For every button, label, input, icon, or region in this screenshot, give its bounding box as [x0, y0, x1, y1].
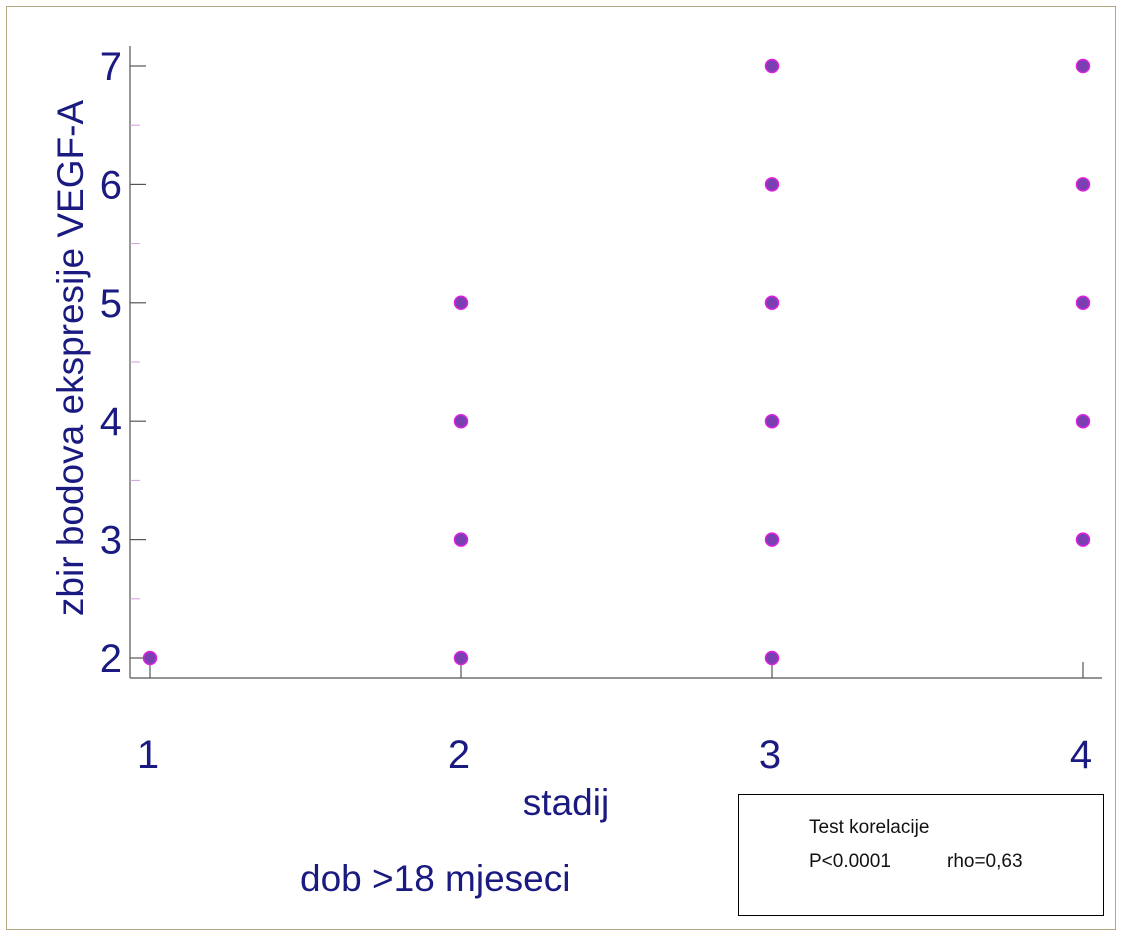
data-point: [1075, 532, 1091, 547]
data-point: [764, 58, 780, 74]
correlation-legend-box: Test korelacije P<0.0001 rho=0,63: [738, 794, 1104, 916]
y-tick-label: 4: [100, 400, 122, 444]
chart-frame: [6, 6, 1116, 930]
data-point: [764, 532, 780, 547]
data-point: [1075, 177, 1091, 192]
x-axis-ticks: 1 2 3 4: [137, 662, 1092, 777]
x-tick-label: 3: [759, 733, 781, 777]
x-tick-label: 2: [448, 733, 470, 777]
y-tick-label: 3: [100, 519, 122, 563]
axes: [129, 46, 1102, 679]
annotation-title: Test korelacije: [809, 817, 930, 838]
data-point: [1075, 295, 1091, 311]
data-points: [142, 58, 1091, 666]
data-point: [453, 532, 469, 547]
data-point: [764, 177, 780, 192]
x-tick-label: 1: [137, 733, 159, 777]
annotation-rho: rho=0,63: [947, 851, 1023, 872]
data-point: [764, 413, 780, 429]
data-point: [764, 650, 780, 666]
data-point: [453, 413, 469, 429]
data-point: [764, 295, 780, 311]
data-point: [453, 295, 469, 311]
data-point: [1075, 413, 1091, 429]
y-tick-label: 2: [100, 637, 122, 681]
annotation-p-value: P<0.0001: [809, 851, 891, 872]
x-tick-label: 4: [1070, 733, 1092, 777]
age-group-note: dob >18 mjeseci: [300, 858, 571, 899]
y-axis-title: zbir bodova ekspresije VEGF-A: [50, 100, 91, 616]
data-point: [1075, 58, 1091, 74]
y-axis-ticks: 2 3 4 5 6 7: [100, 45, 146, 681]
x-axis-title: stadij: [523, 782, 609, 823]
y-tick-label: 7: [100, 45, 122, 89]
y-tick-label: 6: [100, 163, 122, 207]
data-point: [142, 650, 158, 666]
data-point: [453, 650, 469, 666]
y-tick-label: 5: [100, 282, 122, 326]
